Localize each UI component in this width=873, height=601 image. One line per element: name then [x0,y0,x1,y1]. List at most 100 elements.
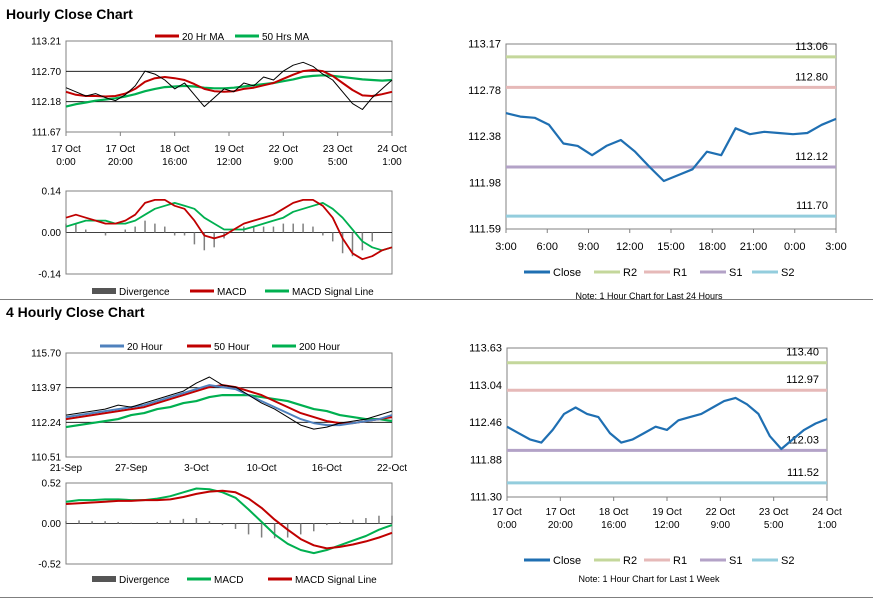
level-r1-label: 112.97 [786,374,819,386]
level-r2-label: 113.06 [795,41,828,53]
y-tick-label: 112.18 [31,97,61,108]
x-tick-label: 6:00 [537,241,558,253]
macd-line [65,198,393,261]
x-tick-label: 23 Oct [759,507,789,518]
y-tick-label: -0.52 [38,560,61,571]
macd-line [65,487,393,555]
y-tick-label: 111.59 [469,224,501,236]
x-tick-label: 1:00 [382,157,402,168]
y-tick-label: 112.38 [468,131,501,143]
x-tick-label: 22 Oct [269,144,299,155]
level-s1-label: 112.12 [795,151,828,163]
x-tick-label: 15:00 [657,241,685,253]
four-hourly-price-frame [65,352,393,458]
x-tick-label: 18 Oct [160,144,190,155]
x-tick-label: 17 Oct [546,507,576,518]
legend-macd-label: MACD [214,575,243,586]
ma200-line [65,394,393,429]
x-tick-label: 9:00 [274,157,294,168]
x-tick-label: 18 Oct [599,507,629,518]
y-tick-label: 0.14 [42,187,62,198]
level-r2-label: 113.40 [786,347,819,359]
x-tick-label: 20:00 [548,520,573,531]
y-tick-label: 115.70 [31,349,61,360]
y-tick-label: 113.17 [468,39,501,51]
y-tick-label: 112.78 [468,85,501,97]
x-tick-label: 27-Sep [115,463,148,474]
x-tick-label: 19 Oct [214,144,244,155]
signal-line [65,489,393,550]
y-tick-label: 110.51 [31,453,61,464]
legend-ma20-label: 20 Hr MA [182,32,225,43]
x-tick-label: 9:00 [578,241,599,253]
x-tick-label: 18:00 [698,241,726,253]
hourly-price-frame [65,40,393,133]
y-tick-label: 0.00 [42,519,62,530]
x-tick-label: 24 Oct [812,507,842,518]
x-tick-label: 0:00 [497,520,517,531]
bottom-divider [0,597,873,598]
x-tick-label: 21:00 [740,241,768,253]
x-tick-label: 19 Oct [652,507,682,518]
legend-divergence-swatch [92,576,116,582]
x-tick-label: 16:00 [162,157,187,168]
x-tick-label: 17 Oct [492,507,522,518]
close-line [65,61,393,110]
y-tick-label: 111.98 [469,177,501,189]
x-tick-label: 0:00 [784,241,805,253]
ma50-line [65,384,393,425]
hourly-section-title: Hourly Close Chart [6,6,133,22]
level-r1-label: 112.80 [795,71,828,83]
y-tick-label: -0.14 [38,270,61,281]
y-tick-label: 111.67 [32,128,62,139]
chart-note: Note: 1 Hour Chart for Last 24 Hours [575,291,723,301]
y-tick-label: 0.52 [42,479,62,490]
x-tick-label: 5:00 [328,157,348,168]
legend-s1-label: S1 [729,555,742,567]
x-tick-label: 16-Oct [312,463,342,474]
legend-signal-label: MACD Signal Line [295,575,377,586]
x-tick-label: 3:00 [495,241,516,253]
legend-divergence-label: Divergence [119,287,170,298]
close-line [505,112,837,183]
pivot-frame [505,43,837,230]
legend-close-label: Close [553,267,581,279]
x-tick-label: 9:00 [711,520,731,531]
legend-close-label: Close [553,555,581,567]
pivot-frame [506,347,828,498]
x-tick-label: 3:00 [825,241,846,253]
y-tick-label: 111.30 [470,492,502,504]
y-tick-label: 0.00 [42,228,62,239]
legend-20h-label: 20 Hour [127,342,163,353]
legend-ma50-label: 50 Hrs MA [262,32,310,43]
y-tick-label: 113.21 [31,37,61,48]
x-tick-label: 5:00 [764,520,784,531]
chart-note: Note: 1 Hour Chart for Last 1 Week [579,574,720,584]
x-tick-label: 24 Oct [377,144,407,155]
y-tick-label: 113.97 [31,383,61,394]
x-tick-label: 12:00 [216,157,241,168]
x-tick-label: 10-Oct [247,463,277,474]
x-tick-label: 17 Oct [51,144,81,155]
close-line [506,396,828,451]
x-tick-label: 12:00 [616,241,644,253]
x-tick-label: 21-Sep [50,463,83,474]
y-tick-label: 112.70 [31,67,61,78]
x-tick-label: 20:00 [108,157,133,168]
x-tick-label: 12:00 [654,520,679,531]
signal-line [65,201,393,252]
legend-50h-label: 50 Hour [214,342,250,353]
close-line [65,376,393,430]
x-tick-label: 23 Oct [323,144,353,155]
y-tick-label: 111.88 [470,454,502,466]
y-tick-label: 112.46 [469,417,502,429]
legend-s2-label: S2 [781,267,794,279]
legend-divergence-label: Divergence [119,575,170,586]
x-tick-label: 1:00 [817,520,837,531]
legend-s1-label: S1 [729,267,742,279]
y-tick-label: 113.63 [469,343,502,355]
x-tick-label: 22 Oct [706,507,736,518]
x-tick-label: 16:00 [601,520,626,531]
legend-divergence-swatch [92,288,116,294]
